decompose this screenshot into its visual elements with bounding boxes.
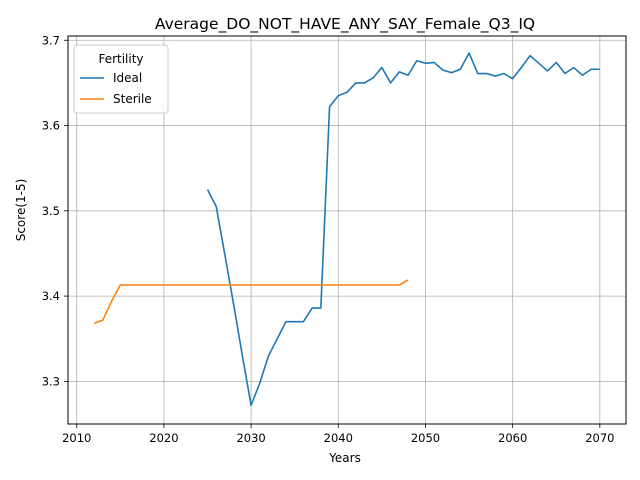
legend-title: Fertility [98,52,143,66]
legend-label-ideal: Ideal [113,71,142,85]
x-axis-label: Years [328,451,361,465]
chart-title: Average_DO_NOT_HAVE_ANY_SAY_Female_Q3_IQ [155,15,535,34]
legend-label-sterile: Sterile [113,92,152,106]
y-tick-label: 3.3 [42,374,60,388]
y-axis-label: Score(1-5) [14,179,28,242]
y-tick-label: 3.7 [42,33,60,47]
axis-ticks: 2010 2020 2030 2040 2050 2060 2070 3.3 3.4 3.5 3.6… [42,33,615,445]
y-tick-label: 3.4 [42,289,60,303]
series-line-ideal [206,52,600,407]
x-tick-label: 2020 [149,431,178,445]
legend-box [73,44,169,114]
x-tick-label: 2030 [236,431,265,445]
x-tick-label: 2010 [62,431,91,445]
x-tick-label: 2040 [324,431,353,445]
series-line-sterile [93,279,409,325]
x-tick-label: 2070 [585,431,614,445]
y-tick-label: 3.6 [42,119,60,133]
x-tick-label: 2060 [498,431,527,445]
x-tick-label: 2050 [411,431,440,445]
legend: Fertility Ideal Sterile [73,44,169,114]
plot-frame [67,35,627,425]
y-tick-label: 3.5 [42,204,60,218]
series-layer [93,52,600,407]
legend-items: Ideal Sterile [80,71,152,106]
grid [68,36,626,424]
